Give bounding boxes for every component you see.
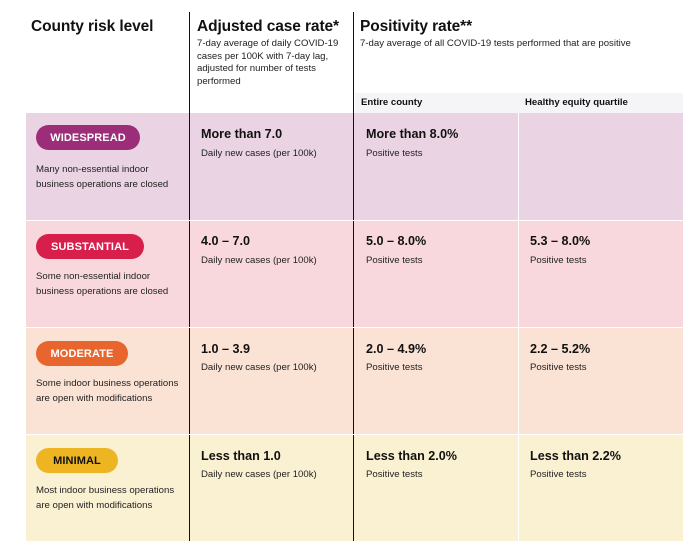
minimal-county-value: Less than 2.0% [366, 449, 457, 463]
minimal-county-unit: Positive tests [366, 469, 423, 480]
moderate-county-unit: Positive tests [366, 362, 423, 373]
minimal-case-value: Less than 1.0 [201, 449, 281, 463]
substantial-equity-unit: Positive tests [530, 255, 587, 266]
positivity-description: 7-day average of all COVID-19 tests perf… [360, 38, 631, 49]
substantial-badge: SUBSTANTIAL [36, 234, 144, 259]
substantial-description: Some non-essential indoor business opera… [36, 271, 169, 297]
substantial-county-unit: Positive tests [366, 255, 423, 266]
widespread-county-unit: Positive tests [366, 148, 423, 159]
moderate-case-unit: Daily new cases (per 100k) [201, 362, 317, 373]
moderate-badge: MODERATE [36, 341, 128, 366]
case-rate-heading: Adjusted case rate* [197, 18, 339, 35]
entire-county-column-header: Entire county [361, 97, 423, 108]
widespread-badge: WIDESPREAD [36, 125, 140, 150]
widespread-county-value: More than 8.0% [366, 127, 459, 141]
minimal-badge: MINIMAL [36, 448, 118, 473]
substantial-equity-value: 5.3 – 8.0% [530, 234, 591, 248]
moderate-description: Some indoor business operations are open… [36, 378, 179, 404]
equity-quartile-column-header: Healthy equity quartile [525, 97, 628, 108]
column-divider-case [189, 12, 190, 541]
minimal-equity-value: Less than 2.2% [530, 449, 621, 463]
minimal-description: Most indoor business operations are open… [36, 485, 175, 511]
row-minimal [26, 434, 683, 541]
moderate-equity-value: 2.2 – 5.2% [530, 342, 591, 356]
widespread-case-value: More than 7.0 [201, 127, 283, 141]
moderate-equity-unit: Positive tests [530, 362, 587, 373]
row-divider [26, 434, 683, 435]
substantial-county-value: 5.0 – 8.0% [366, 234, 427, 248]
widespread-description: Many non-essential indoor business opera… [36, 164, 169, 190]
column-divider-positivity [353, 12, 354, 541]
risk-level-heading: County risk level [31, 18, 154, 35]
row-divider [26, 220, 683, 221]
positivity-heading: Positivity rate** [360, 18, 473, 35]
positivity-subheader-bar [355, 93, 683, 113]
substantial-case-value: 4.0 – 7.0 [201, 234, 251, 248]
row-moderate [26, 327, 683, 434]
minimal-equity-unit: Positive tests [530, 469, 587, 480]
substantial-case-unit: Daily new cases (per 100k) [201, 255, 317, 266]
moderate-case-value: 1.0 – 3.9 [201, 342, 251, 356]
widespread-case-unit: Daily new cases (per 100k) [201, 148, 317, 159]
case-rate-description: 7-day average of daily COVID-19 cases pe… [197, 38, 339, 87]
moderate-county-value: 2.0 – 4.9% [366, 342, 427, 356]
row-divider [26, 327, 683, 328]
minimal-case-unit: Daily new cases (per 100k) [201, 469, 317, 480]
